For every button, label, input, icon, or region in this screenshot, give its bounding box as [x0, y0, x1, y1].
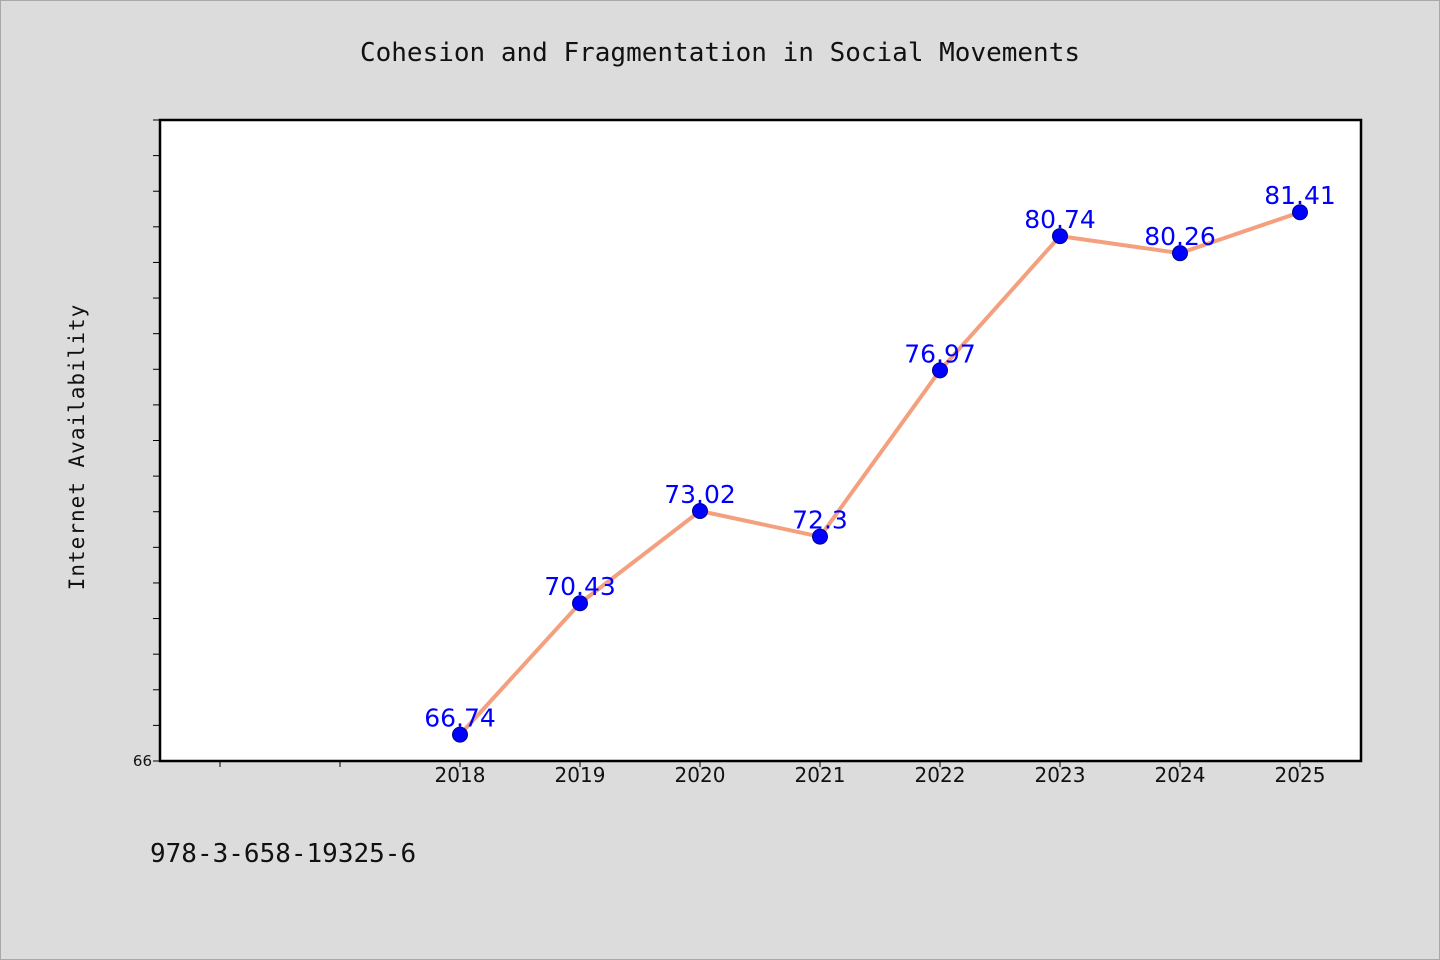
data-label: 72.3 [792, 506, 848, 535]
data-label: 73.02 [664, 480, 736, 509]
x-tick-label: 2021 [795, 763, 846, 787]
x-tick-label: 2019 [555, 763, 606, 787]
x-tick-label: 2024 [1155, 763, 1206, 787]
data-point [932, 362, 948, 379]
data-label: 76.97 [904, 339, 976, 368]
data-point [452, 726, 468, 743]
data-point [1292, 204, 1308, 221]
data-label: 80.26 [1144, 222, 1216, 251]
chart-title: Cohesion and Fragmentation in Social Mov… [360, 38, 1080, 68]
x-tick-label: 2022 [915, 763, 966, 787]
y-axis-label: Internet Availability [65, 304, 89, 591]
data-point [572, 595, 588, 612]
series-line [458, 210, 1302, 737]
plot-area [158, 118, 1363, 763]
data-label: 80.74 [1024, 205, 1096, 234]
data-point [1172, 245, 1188, 262]
y-axis-ticks: 66 [133, 119, 160, 770]
data-point [1052, 228, 1068, 245]
x-tick-label: 2018 [435, 763, 486, 787]
x-tick-label: 2023 [1035, 763, 1086, 787]
data-label: 81.41 [1264, 181, 1336, 210]
y-tick-label: 66 [133, 752, 152, 770]
x-tick-label: 2020 [675, 763, 726, 787]
x-tick-label: 2025 [1275, 763, 1326, 787]
data-label: 66.74 [424, 704, 496, 733]
series-internet-availability: 66.74 70.43 73.02 72.3 76.97 80.74 80.26 81.41 [424, 181, 1336, 743]
data-point [692, 503, 708, 520]
footer-isbn: 978-3-658-19325-6 [150, 839, 416, 869]
x-axis-ticks: 2018 2019 2020 2021 2022 2023 2024 2025 [219, 761, 1326, 787]
data-label: 70.43 [544, 572, 616, 601]
data-point [812, 528, 828, 545]
